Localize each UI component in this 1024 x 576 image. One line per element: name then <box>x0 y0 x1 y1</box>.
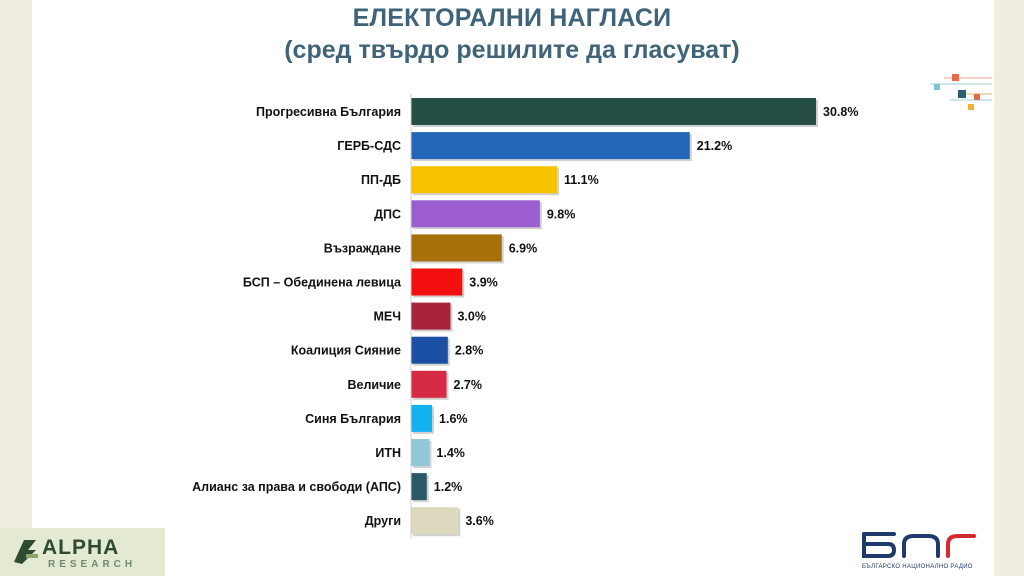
bar <box>411 473 427 501</box>
category-label: Величие <box>348 378 402 392</box>
category-label: Синя България <box>305 412 401 426</box>
value-label: 3.6% <box>465 514 494 528</box>
bar <box>411 404 433 432</box>
bar <box>411 132 690 160</box>
bar <box>411 98 817 125</box>
bnr-logo-mark-icon <box>862 532 976 558</box>
category-label: МЕЧ <box>373 310 401 324</box>
bnr-logo: БЪЛГАРСКО НАЦИОНАЛНО РАДИО <box>858 528 976 572</box>
alpha-research-logo: ALPHA RESEARCH <box>0 528 165 576</box>
value-label: 2.8% <box>455 344 484 358</box>
category-label: Възраждане <box>324 241 401 255</box>
bar <box>411 200 540 228</box>
chart-subtitle: (сред твърдо решилите да гласуват) <box>284 36 740 64</box>
value-label: 1.4% <box>436 446 465 460</box>
category-label: Коалиция Сияние <box>291 344 401 358</box>
value-label: 21.2% <box>697 139 732 153</box>
category-label: Прогресивна България <box>256 105 401 119</box>
value-label: 3.0% <box>457 310 486 324</box>
bnr-tagline: БЪЛГАРСКО НАЦИОНАЛНО РАДИО <box>862 564 973 570</box>
logo-subname: RESEARCH <box>48 559 137 570</box>
category-label: ПП-ДБ <box>361 173 401 187</box>
value-label: 1.6% <box>439 412 468 426</box>
value-label: 3.9% <box>469 276 498 290</box>
bar <box>411 370 447 398</box>
category-label: ДПС <box>374 207 401 221</box>
value-label: 30.8% <box>823 105 858 119</box>
bar <box>411 302 451 330</box>
bar <box>411 336 448 364</box>
title-block: ЕЛЕКТОРАЛНИ НАГЛАСИ (сред твърдо решилит… <box>0 2 1024 66</box>
decorative-squares <box>930 74 992 110</box>
category-label: ГЕРБ-СДС <box>337 139 401 153</box>
category-label: Алианс за права и свободи (АПС) <box>192 480 401 494</box>
logo-name: ALPHA <box>42 536 120 559</box>
value-label: 11.1% <box>564 173 599 187</box>
bar <box>411 234 502 262</box>
bar <box>411 507 459 535</box>
alpha-logo-icon <box>14 540 38 564</box>
category-label: Други <box>365 514 401 528</box>
bar <box>411 166 557 194</box>
slide <box>32 0 994 576</box>
value-label: 2.7% <box>454 378 483 392</box>
bar <box>411 268 463 296</box>
value-label: 6.9% <box>509 241 538 255</box>
value-label: 1.2% <box>434 480 463 494</box>
chart-title: ЕЛЕКТОРАЛНИ НАГЛАСИ <box>352 4 672 32</box>
bar <box>411 439 430 466</box>
category-label: БСП – Обединена левица <box>243 276 402 290</box>
value-label: 9.8% <box>547 207 576 221</box>
category-label: ИТН <box>375 446 401 460</box>
